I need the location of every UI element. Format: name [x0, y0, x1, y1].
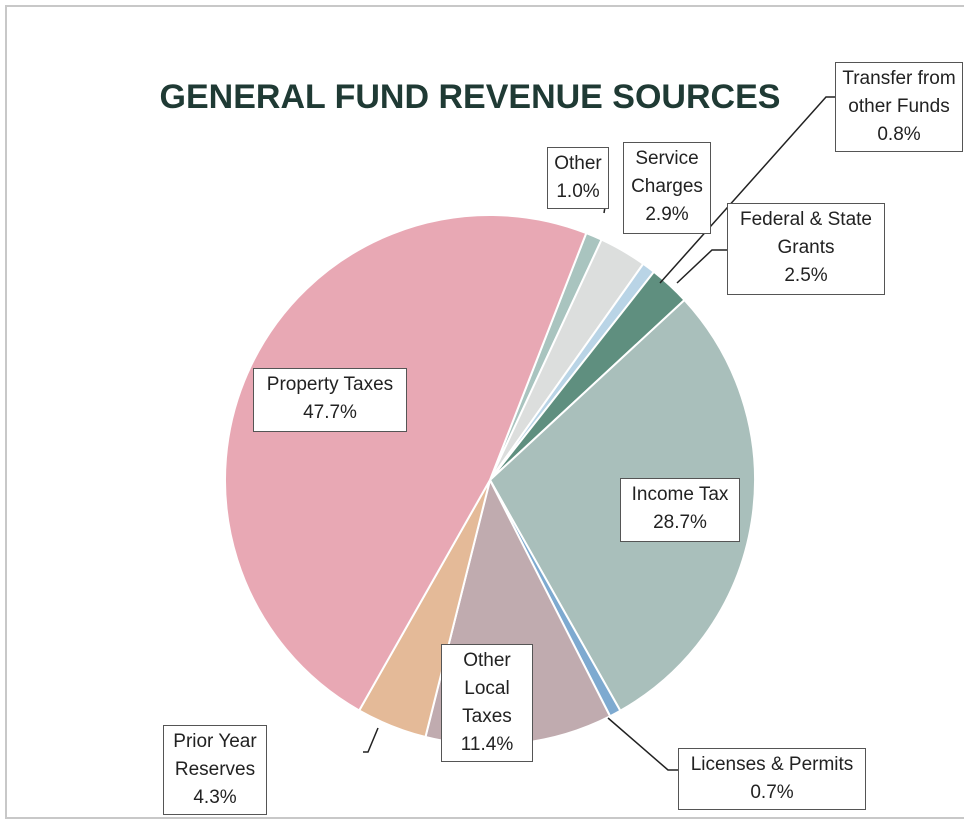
leader-line: [607, 717, 678, 771]
leader-lines: [363, 96, 836, 771]
category-label: Other: [554, 153, 602, 174]
value-label: 2.5%: [784, 265, 828, 286]
leader-line: [659, 96, 836, 284]
category-label: Prior Year Reserves: [173, 731, 257, 780]
category-label: Licenses & Permits: [690, 754, 854, 775]
category-label: Income Tax: [631, 484, 729, 505]
category-label: Other Local Taxes: [462, 650, 512, 727]
value-label: 47.7%: [303, 402, 357, 423]
value-label: 1.0%: [556, 181, 600, 202]
category-label: Federal & State Grants: [739, 209, 873, 258]
value-label: 0.7%: [750, 782, 794, 803]
slice-label: Licenses & Permits 0.7%: [678, 748, 866, 810]
slice-label: Other Local Taxes 11.4%: [441, 644, 533, 762]
chart-title: GENERAL FUND REVENUE SOURCES: [160, 78, 781, 116]
leader-line: [363, 727, 379, 753]
category-label: Service Charges: [631, 148, 703, 197]
frame: [5, 5, 964, 819]
value-label: 4.3%: [193, 787, 237, 808]
slice-label: Service Charges 2.9%: [623, 142, 711, 234]
category-label: Transfer from other Funds: [842, 68, 956, 117]
slice-label: Federal & State Grants 2.5%: [727, 203, 885, 295]
leader-line: [676, 249, 727, 284]
value-label: 0.8%: [877, 124, 921, 145]
slice-label: Transfer from other Funds 0.8%: [835, 62, 963, 152]
slice-label: Income Tax 28.7%: [620, 478, 740, 542]
value-label: 28.7%: [653, 512, 707, 533]
value-label: 11.4%: [460, 734, 514, 755]
category-label: Property Taxes: [266, 374, 394, 395]
slice-label: Other 1.0%: [547, 147, 609, 209]
value-label: 2.9%: [645, 204, 689, 225]
slice-label: Property Taxes 47.7%: [253, 368, 407, 432]
slice-label: Prior Year Reserves 4.3%: [163, 725, 267, 815]
pie-slice: [224, 214, 588, 712]
